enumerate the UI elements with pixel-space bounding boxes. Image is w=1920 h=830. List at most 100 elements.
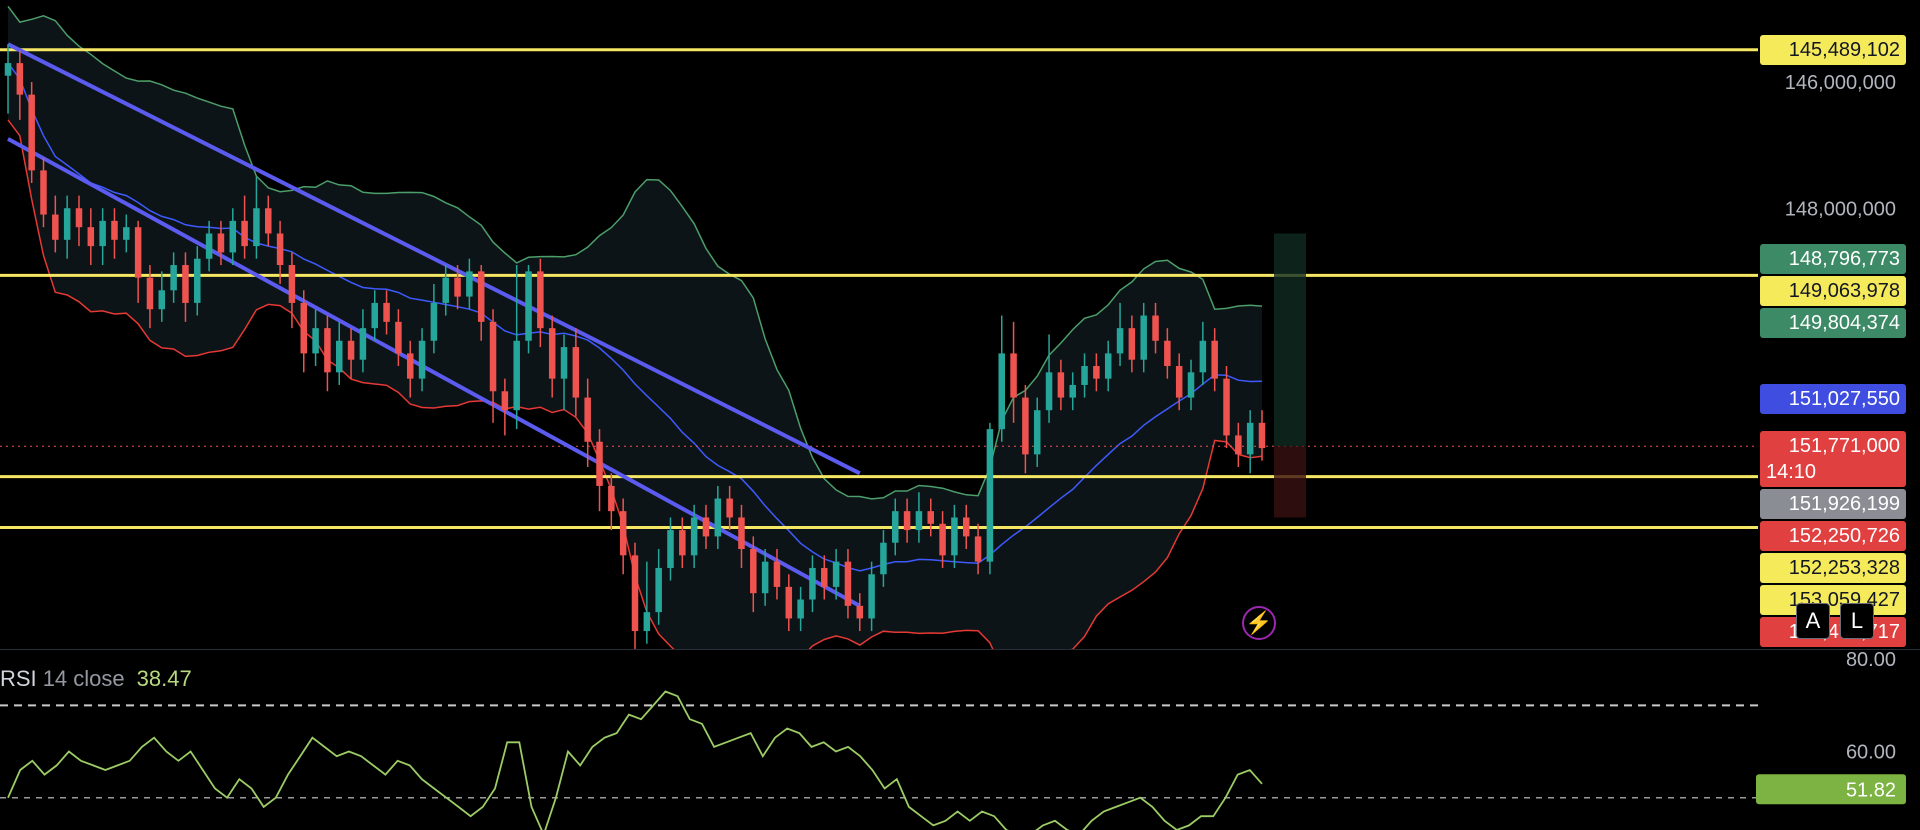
candle-body xyxy=(347,340,355,360)
candle-body xyxy=(288,265,296,303)
candle-body xyxy=(785,586,793,619)
candle-body xyxy=(998,353,1005,430)
candle-body xyxy=(951,517,958,556)
price-tag: 149,063,978 xyxy=(1760,276,1906,306)
candle-body xyxy=(1128,328,1136,360)
candle-body xyxy=(903,511,911,531)
pane-divider[interactable] xyxy=(0,649,1920,650)
rsi-params: 14 close xyxy=(42,666,125,691)
rsi-value: 38.47 xyxy=(136,666,192,691)
candle-body xyxy=(608,485,615,512)
price-tag-label: 148,796,773 xyxy=(1788,248,1900,270)
candle-body xyxy=(974,536,982,562)
price-axis-tick: 146,000,000 xyxy=(1785,72,1896,94)
candle-body xyxy=(1152,315,1159,341)
candle-body xyxy=(170,265,177,291)
candle-body xyxy=(1258,422,1266,449)
candle-body xyxy=(525,271,532,341)
price-tag-label: 145,489,102 xyxy=(1788,39,1900,61)
candle-body xyxy=(584,397,591,442)
candle-body xyxy=(217,233,225,253)
price-tag-label: 152,250,726 xyxy=(1788,525,1900,547)
candle-body xyxy=(868,574,875,619)
candle-body xyxy=(1187,372,1195,398)
candle-body xyxy=(962,517,970,537)
candle-body xyxy=(702,517,710,537)
candle-body xyxy=(182,265,189,303)
candle-body xyxy=(477,271,485,322)
position-loss-zone xyxy=(1274,446,1306,518)
candle-body xyxy=(205,233,213,259)
candle-body xyxy=(726,498,733,518)
candle-body xyxy=(832,561,840,587)
trend-line xyxy=(7,42,861,476)
candle-body xyxy=(383,302,390,322)
price-tag: 149,804,374 xyxy=(1760,308,1906,338)
candle-body xyxy=(643,612,651,632)
candle-body xyxy=(1104,353,1112,379)
rsi-axis-tick: 80.00 xyxy=(1846,650,1896,671)
rsi-axis-tick: 60.00 xyxy=(1846,742,1896,764)
candle-body xyxy=(738,517,745,550)
candle-body xyxy=(1093,366,1100,379)
rsi-pane[interactable]: 80.00 60.00 51.82 xyxy=(0,650,1920,830)
candle-body xyxy=(844,561,852,606)
candle-body xyxy=(572,347,580,398)
candle-body xyxy=(40,170,47,215)
candle-body xyxy=(1199,340,1207,373)
candle-body xyxy=(548,328,556,379)
price-axis-tick: 148,000,000 xyxy=(1785,198,1896,220)
candle-body xyxy=(276,233,284,266)
candle-body xyxy=(229,220,237,253)
lightning-icon[interactable]: ⚡ xyxy=(1242,606,1276,640)
price-tag: 153,059,427 xyxy=(1760,585,1906,615)
candle-body xyxy=(927,511,935,524)
auto-scale-button[interactable]: A xyxy=(1796,603,1830,639)
candle-body xyxy=(371,302,378,329)
candle-body xyxy=(395,321,402,354)
candle-body xyxy=(1057,372,1065,398)
countdown-label: 14:10 xyxy=(1766,461,1817,483)
candle-body xyxy=(892,511,899,543)
price-tag: 153,473,717 xyxy=(1760,617,1906,647)
bollinger-basis xyxy=(7,62,1263,572)
candle-body xyxy=(915,511,923,531)
price-chart[interactable]: 146,000,000 148,000,000 xyxy=(0,0,1920,650)
candle-body xyxy=(63,208,71,240)
price-tag: 145,489,102 xyxy=(1760,35,1906,65)
candle-body xyxy=(28,94,35,171)
candle-body xyxy=(501,391,509,411)
candle-body xyxy=(111,220,118,240)
candle-body xyxy=(1033,410,1041,455)
candle-body xyxy=(750,549,757,594)
candle-body xyxy=(1235,435,1242,455)
price-tag-label: 151,027,550 xyxy=(1788,388,1900,410)
rsi-legend[interactable]: RSI 14 close 38.47 xyxy=(0,666,192,692)
candle-body xyxy=(241,220,248,247)
candle-body xyxy=(335,340,343,373)
candle-body xyxy=(99,220,106,247)
candle-body xyxy=(537,271,544,329)
candle-body xyxy=(406,353,414,379)
candle-body xyxy=(430,302,438,341)
candle-body xyxy=(880,542,887,575)
candle-body xyxy=(134,227,142,278)
candle-body xyxy=(1246,422,1254,455)
candle-body xyxy=(300,302,308,354)
rsi-value-tag-label: 51.82 xyxy=(1846,779,1896,801)
price-tag-label: 153,059,427 xyxy=(1788,589,1900,611)
candle-body xyxy=(596,441,603,486)
candle-body xyxy=(986,429,994,562)
candle-body xyxy=(1140,315,1147,360)
price-tag: 151,771,000 14:10 xyxy=(1760,431,1906,487)
price-tag-label: 151,926,199 xyxy=(1788,493,1900,515)
candle-body xyxy=(75,208,83,228)
candle-body xyxy=(489,321,497,392)
candle-body xyxy=(146,277,154,310)
candle-body xyxy=(560,347,568,379)
candle-body xyxy=(418,340,426,379)
rsi-value-tag xyxy=(1756,774,1906,805)
rsi-indicator-name: RSI xyxy=(0,666,37,691)
candle-body xyxy=(1045,372,1053,411)
log-scale-button[interactable]: L xyxy=(1840,603,1874,639)
